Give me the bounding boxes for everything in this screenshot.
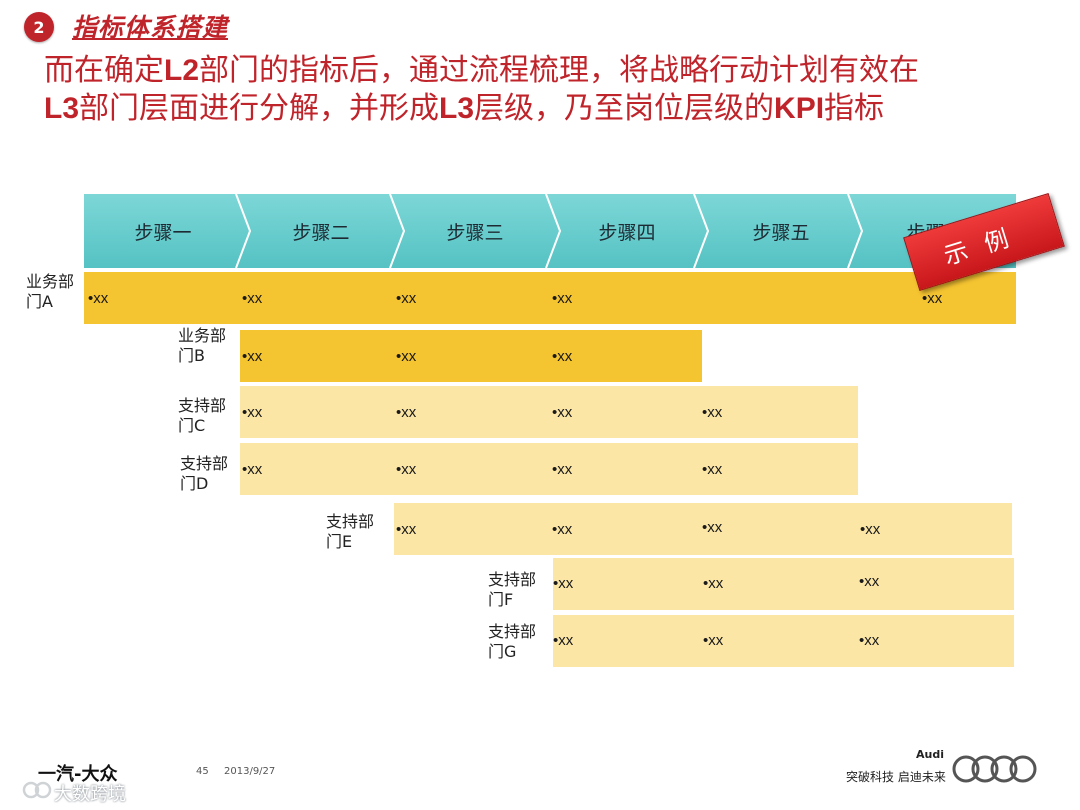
kpi-cell: •xx (860, 521, 881, 538)
slide-date: 2013/9/27 (224, 766, 276, 777)
dept-label-g: 支持部 门G (488, 622, 536, 662)
dept-label-e: 支持部 门E (326, 512, 374, 552)
step-5-label: 步骤五 (752, 222, 810, 244)
kpi-cell: •xx (88, 290, 109, 307)
process-steps-band: 步骤一 步骤二 步骤三 步骤四 步骤五 步骤六 (84, 194, 1016, 268)
dept-label-line: 业务部 (178, 326, 227, 345)
kpi-cell: •xx (702, 461, 723, 478)
kpi-cell: •xx (859, 573, 880, 590)
dept-label-line: 门B (178, 346, 205, 365)
company-logo: 一汽-大众 (38, 764, 118, 785)
kpi-cell: •xx (396, 461, 417, 478)
section-title: 指标体系搭建 (72, 13, 229, 42)
dept-label-f: 支持部 门F (488, 570, 536, 610)
kpi-row-dept-f: •xx •xx •xx (553, 558, 1014, 610)
kpi-cell: •xx (703, 632, 724, 649)
kpi-cell: •xx (703, 575, 724, 592)
headline-text: 而在确定 (44, 53, 164, 88)
kpi-cell: •xx (922, 290, 943, 307)
headline-text: 层级，乃至岗位层级的 (474, 91, 775, 126)
dept-label-line: 支持部 (180, 454, 229, 473)
kpi-cell: •xx (396, 290, 417, 307)
headline: 而在确定L2部门的指标后，通过流程梳理，将战略行动计划有效在 L3部门层面进行分… (44, 52, 1044, 128)
kpi-cell: •xx (242, 404, 263, 421)
headline-text: 部门层面进行分解，并形成 (79, 91, 440, 126)
kpi-cell: •xx (552, 461, 573, 478)
dept-label-d: 支持部 门D (180, 454, 228, 494)
dept-label-line: 门E (326, 532, 353, 551)
kpi-cell: •xx (702, 519, 723, 536)
steps-chevron-graphic (84, 194, 1016, 268)
kpi-row-dept-e: •xx •xx •xx •xx (394, 503, 1012, 555)
brand-slogan: 突破科技 启迪未来 (846, 770, 946, 784)
headline-level: L3 (44, 92, 80, 125)
kpi-cell: •xx (242, 461, 263, 478)
watermark-icon (22, 781, 52, 799)
kpi-cell: •xx (859, 632, 880, 649)
kpi-cell: •xx (242, 290, 263, 307)
dept-label-a: 业务部 门A (26, 272, 74, 312)
dept-label-c: 支持部 门C (178, 396, 226, 436)
kpi-cell: •xx (242, 348, 263, 365)
kpi-cell: •xx (396, 404, 417, 421)
dept-label-line: 支持部 (178, 396, 227, 415)
kpi-cell: •xx (553, 632, 574, 649)
step-1-label: 步骤一 (134, 222, 192, 244)
headline-text: 指标 (824, 91, 885, 126)
kpi-cell: •xx (552, 521, 573, 538)
page-number: 45 (196, 766, 209, 777)
dept-label-line: 支持部 (488, 570, 537, 589)
dept-label-line: 门D (180, 474, 209, 493)
headline-level: L2 (164, 54, 200, 87)
dept-label-line: 门F (488, 590, 514, 609)
dept-label-line: 门C (178, 416, 206, 435)
brand-name: Audi (916, 748, 944, 761)
dept-label-b: 业务部 门B (178, 326, 226, 366)
kpi-row-dept-g: •xx •xx •xx (553, 615, 1014, 667)
section-number-badge: 2 (24, 12, 54, 42)
headline-text: 部门的指标后，通过流程梳理，将战略行动计划有效在 (199, 53, 920, 88)
kpi-cell: •xx (552, 348, 573, 365)
step-2-label: 步骤二 (292, 222, 350, 244)
dept-label-line: 业务部 (26, 272, 75, 291)
dept-label-line: 支持部 (326, 512, 375, 531)
headline-level: L3 (439, 92, 475, 125)
step-4-label: 步骤四 (598, 222, 656, 244)
kpi-row-dept-b: •xx •xx •xx (240, 330, 702, 382)
kpi-cell: •xx (702, 404, 723, 421)
dept-label-line: 门G (488, 642, 517, 661)
dept-label-line: 门A (26, 292, 53, 311)
kpi-row-dept-a: •xx •xx •xx •xx •xx (84, 272, 1016, 324)
audi-rings-logo (952, 755, 1037, 783)
watermark-text: 大数跨境 (54, 784, 126, 805)
step-3-label: 步骤三 (446, 222, 504, 244)
kpi-row-dept-c: •xx •xx •xx •xx (240, 386, 858, 438)
dept-label-line: 支持部 (488, 622, 537, 641)
kpi-cell: •xx (552, 290, 573, 307)
kpi-cell: •xx (553, 575, 574, 592)
kpi-row-dept-d: •xx •xx •xx •xx (240, 443, 858, 495)
headline-kpi: KPI (774, 92, 825, 125)
kpi-cell: •xx (552, 404, 573, 421)
kpi-cell: •xx (396, 521, 417, 538)
kpi-cell: •xx (396, 348, 417, 365)
